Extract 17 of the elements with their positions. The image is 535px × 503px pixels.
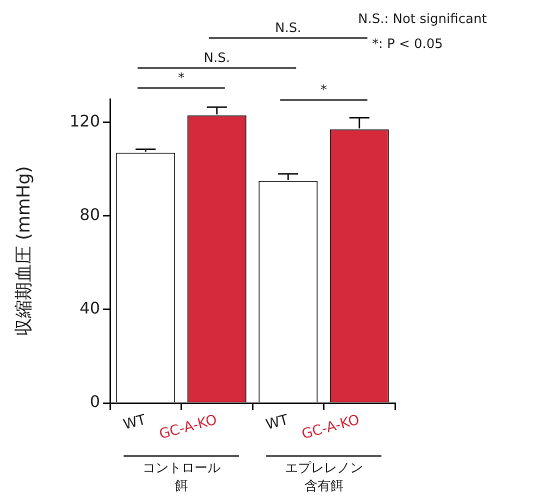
text: *	[320, 82, 328, 98]
text: N.S.	[275, 20, 302, 36]
text: コントロール餌	[142, 460, 220, 494]
y-tick-label: 120	[69, 112, 100, 131]
y-tick-label: 40	[80, 298, 100, 318]
y-axis-title: 収縮期血圧 (mmHg)	[13, 166, 34, 336]
text: N.S.: Not significant	[358, 12, 487, 27]
x-tick-label: WT	[264, 412, 291, 434]
text: エプレレノン含有餌	[284, 460, 363, 494]
y-tick-label: 80	[80, 205, 100, 224]
x-tick-label: GC-A-KO	[300, 412, 362, 443]
text: *	[178, 70, 185, 86]
y-tick-label: 0	[90, 392, 100, 412]
text: N.S.	[204, 50, 230, 66]
x-tick-label: WT	[122, 412, 148, 434]
text: *: P < 0.05	[372, 37, 443, 52]
x-tick-label: GC-A-KO	[158, 412, 219, 443]
